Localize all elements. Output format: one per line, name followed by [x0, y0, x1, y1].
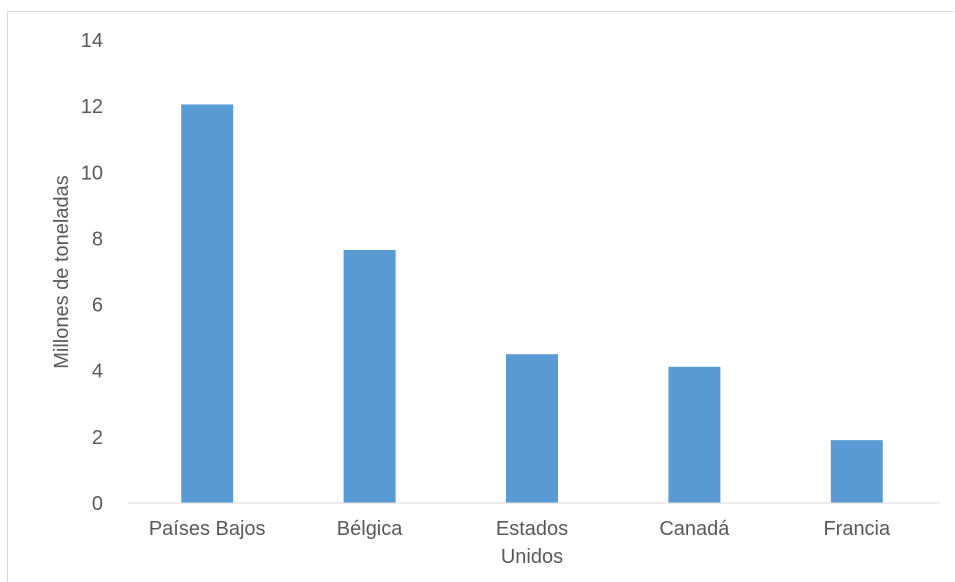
- bars: [181, 104, 883, 503]
- y-tick-label: 2: [92, 427, 103, 449]
- y-tick-label: 12: [81, 96, 103, 118]
- y-tick-label: 14: [81, 30, 103, 52]
- y-tick-label: 0: [92, 493, 103, 515]
- x-tick-label: Países Bajos: [149, 518, 266, 540]
- x-tick-label: Estados Unidos: [496, 518, 568, 568]
- chart-frame: [7, 11, 953, 582]
- y-tick-label: 8: [92, 228, 103, 250]
- y-tick-label: 10: [81, 162, 103, 184]
- bar: [181, 104, 234, 503]
- bar: [343, 250, 396, 503]
- x-tick-labels: Países Bajos Bélgica Estados Unidos Canadá Fr…: [149, 518, 891, 568]
- bar: [506, 354, 558, 503]
- y-tick-label: 4: [92, 361, 103, 383]
- y-axis-label: Millones de toneladas: [51, 175, 73, 368]
- x-tick-label: Canadá: [659, 518, 730, 540]
- y-tick-labels: 0 2 4 6 8 10 12 14: [81, 30, 103, 515]
- x-tick-label: Francia: [823, 518, 891, 540]
- x-tick-label: Bélgica: [337, 518, 403, 540]
- bar: [668, 366, 721, 503]
- y-tick-label: 6: [92, 295, 103, 317]
- bar: [830, 440, 883, 503]
